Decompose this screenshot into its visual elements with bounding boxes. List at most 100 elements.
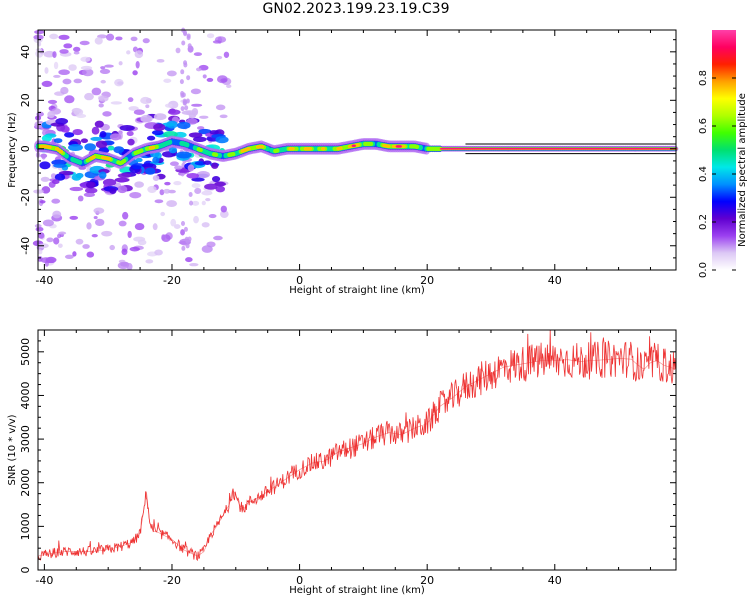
- heatmap-blob: [126, 130, 134, 137]
- heatmap-blob: [80, 138, 89, 144]
- heatmap-speckle: [220, 210, 229, 219]
- heatmap-speckle: [84, 92, 94, 101]
- heatmap-speckle: [91, 87, 102, 96]
- heatmap-ridge-cell: [320, 146, 326, 151]
- heatmap-ridge-cell: [294, 146, 299, 151]
- heatmap-speckle: [191, 200, 200, 206]
- snr-x-axis-label: Height of straight line (km): [289, 585, 425, 596]
- heatmap-blob: [53, 138, 63, 144]
- heatmap-speckle: [86, 251, 95, 258]
- heatmap-speckle: [126, 50, 131, 55]
- heatmap-speckle: [73, 46, 81, 52]
- heatmap-speckle: [189, 263, 199, 267]
- colorbar-tick-label: 0.0: [698, 262, 709, 278]
- heatmap-speckle: [35, 226, 44, 232]
- heatmap-blob: [134, 181, 144, 188]
- heatmap-blob: [191, 177, 205, 182]
- heatmap-speckle: [212, 40, 222, 44]
- heatmap-speckle: [53, 61, 59, 70]
- heatmap-speckle: [58, 34, 70, 40]
- heatmap-speckle: [180, 69, 185, 75]
- heatmap-x-tick-label: -20: [163, 274, 181, 287]
- heatmap-speckle: [73, 51, 80, 55]
- heatmap-speckle: [142, 38, 150, 44]
- heatmap-blob: [116, 178, 127, 183]
- heatmap-speckle: [140, 96, 151, 105]
- heatmap-speckle: [77, 195, 84, 202]
- heatmap-speckle: [135, 61, 140, 69]
- heatmap-speckle: [152, 223, 158, 231]
- heatmap-speckle: [181, 245, 186, 251]
- heatmap-speckle: [37, 249, 43, 255]
- heatmap-speckle: [213, 235, 223, 241]
- heatmap-speckle: [115, 36, 123, 41]
- heatmap-speckle: [52, 210, 62, 219]
- heatmap-speckle: [79, 40, 90, 46]
- heatmap-speckle: [199, 115, 209, 119]
- heatmap-ridge-cell: [121, 158, 127, 164]
- heatmap-ridge-cell: [213, 152, 219, 157]
- heatmap-blob: [168, 146, 178, 154]
- heatmap-speckle: [59, 49, 69, 54]
- heatmap-speckle: [137, 239, 147, 246]
- heatmap-speckle: [93, 207, 105, 214]
- heatmap-speckle: [180, 221, 185, 227]
- heatmap-speckle: [186, 75, 191, 81]
- heatmap-y-axis-label: Frequency (Hz): [7, 112, 18, 188]
- heatmap-speckle: [133, 109, 145, 116]
- heatmap-speckle: [206, 33, 215, 39]
- heatmap-speckle: [183, 62, 188, 68]
- heatmap-speckle: [190, 88, 202, 95]
- heatmap-blob: [84, 187, 98, 194]
- heatmap-speckle: [201, 190, 213, 196]
- heatmap-x-tick-label: -40: [35, 274, 53, 287]
- heatmap-speckle: [44, 67, 49, 74]
- heatmap-speckle: [134, 222, 145, 231]
- heatmap-ridge-cell: [351, 144, 357, 148]
- heatmap-speckle: [49, 33, 59, 40]
- colorbar-tick-label: 0.4: [698, 166, 709, 182]
- heatmap-blob: [69, 186, 84, 192]
- heatmap-ridge-cell: [355, 143, 360, 147]
- heatmap-blob: [64, 132, 75, 138]
- heatmap-blob: [91, 126, 100, 135]
- heatmap-frame: [37, 29, 677, 271]
- heatmap-ridge-cell: [265, 146, 270, 152]
- heatmap-blob: [151, 130, 164, 136]
- heatmap-blob: [109, 188, 117, 194]
- heatmap-speckle: [62, 78, 72, 85]
- heatmap-blob: [161, 122, 176, 127]
- heatmap-speckle: [185, 243, 190, 249]
- heatmap-ridge-cell: [198, 147, 203, 153]
- heatmap-speckle: [160, 211, 166, 217]
- heatmap-blob: [132, 165, 142, 170]
- heatmap-blob: [99, 171, 107, 179]
- heatmap-speckle: [216, 55, 223, 60]
- heatmap-x-axis-label: Height of straight line (km): [289, 285, 425, 296]
- heatmap-speckle: [80, 65, 93, 71]
- heatmap-ridge-cell: [307, 146, 312, 151]
- heatmap-speckle: [194, 187, 202, 194]
- heatmap-cells: [32, 27, 679, 271]
- heatmap-speckle: [163, 188, 171, 194]
- heatmap-blob: [194, 161, 207, 166]
- heatmap-ridge-cell: [386, 144, 391, 149]
- heatmap-ridge-cell: [368, 141, 374, 147]
- heatmap-speckle: [197, 126, 205, 130]
- heatmap-speckle: [164, 103, 173, 108]
- heatmap-speckle: [43, 50, 56, 58]
- heatmap-blob: [211, 175, 221, 183]
- heatmap-ridge-cell: [106, 156, 112, 161]
- heatmap-speckle: [173, 224, 181, 229]
- heatmap-blob: [107, 145, 115, 151]
- heatmap-speckle: [57, 243, 63, 248]
- heatmap-speckle: [42, 219, 55, 227]
- heatmap-ridge-cell: [397, 145, 402, 148]
- heatmap-blob: [193, 136, 207, 143]
- heatmap-speckle: [191, 183, 201, 189]
- snr-y-tick-label: 0: [19, 567, 32, 574]
- heatmap-x-tick-label: 20: [420, 274, 434, 287]
- heatmap-speckle: [110, 101, 123, 105]
- heatmap-speckle: [127, 230, 132, 239]
